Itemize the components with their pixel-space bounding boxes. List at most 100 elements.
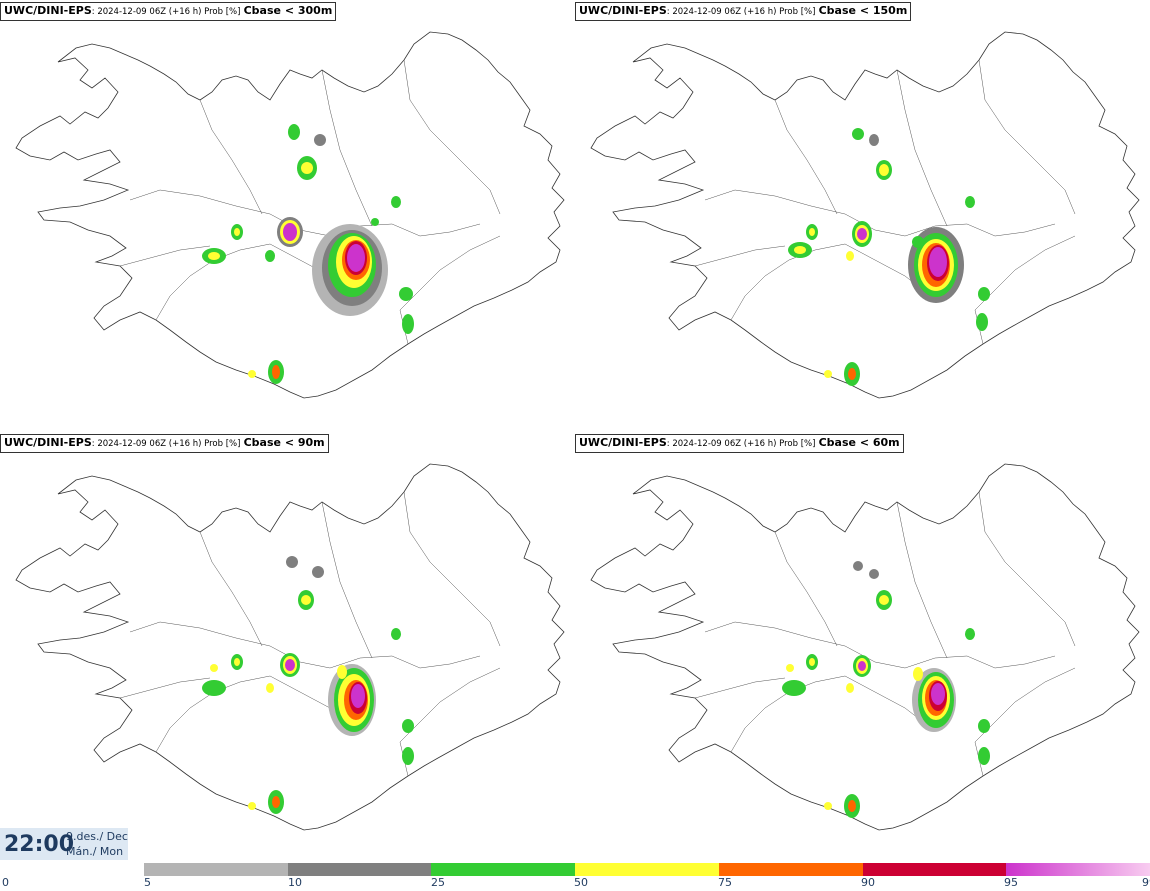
region-border — [974, 235, 1076, 345]
coastline — [590, 31, 1140, 399]
probability-area — [371, 218, 379, 226]
probability-area — [846, 683, 854, 693]
legend-tick-label: 90 — [861, 876, 875, 889]
legend-tick-label: 50 — [574, 876, 588, 889]
region-border — [974, 667, 1076, 777]
legend-tick-label: 75 — [718, 876, 732, 889]
valid-day: Mán./ Mon — [66, 845, 124, 858]
probability-area — [399, 287, 413, 301]
probability-area — [272, 365, 280, 379]
region-border — [399, 235, 501, 345]
region-border — [774, 99, 838, 215]
probability-area — [391, 196, 401, 208]
probability-area — [202, 680, 226, 696]
coastline — [590, 463, 1140, 831]
probability-area — [879, 164, 889, 176]
region-border — [978, 491, 1076, 647]
region-border — [403, 491, 501, 647]
probability-area — [786, 664, 794, 672]
region-border — [694, 677, 786, 699]
region-border — [321, 69, 373, 227]
region-border — [129, 189, 481, 237]
probability-area — [283, 223, 297, 241]
region-border — [774, 531, 838, 647]
probability-area — [312, 566, 324, 578]
panel-title: UWC/DINI-EPS: 2024-12-09 06Z (+16 h) Pro… — [575, 2, 912, 21]
color-legend — [144, 863, 1150, 876]
probability-area — [272, 796, 280, 808]
probability-area — [210, 664, 218, 672]
region-border — [321, 501, 373, 659]
probability-area — [391, 628, 401, 640]
region-border — [704, 621, 1056, 669]
probability-area — [965, 196, 975, 208]
probability-area — [288, 124, 300, 140]
iceland-map — [590, 463, 1140, 831]
region-border — [399, 667, 501, 777]
region-border — [199, 531, 263, 647]
probability-area — [858, 661, 866, 671]
panel-title: UWC/DINI-EPS: 2024-12-09 06Z (+16 h) Pro… — [575, 434, 904, 453]
probability-area — [402, 747, 414, 765]
probability-area — [794, 246, 806, 254]
probability-area — [285, 659, 295, 671]
legend-bin — [1006, 863, 1150, 876]
legend-tick-label: 99 — [1142, 876, 1150, 889]
panel-title: UWC/DINI-EPS: 2024-12-09 06Z (+16 h) Pro… — [0, 2, 337, 21]
legend-bin — [718, 863, 864, 876]
probability-area — [869, 569, 879, 579]
legend-tick-label: 25 — [431, 876, 445, 889]
region-border — [119, 245, 211, 267]
region-border — [704, 189, 1056, 237]
probability-area — [965, 628, 975, 640]
legend-bin — [144, 863, 289, 876]
panel-title: UWC/DINI-EPS: 2024-12-09 06Z (+16 h) Pro… — [0, 434, 329, 453]
probability-area — [265, 250, 275, 262]
region-border — [978, 59, 1076, 215]
map-panel-cbase-90: UWC/DINI-EPS: 2024-12-09 06Z (+16 h) Pro… — [0, 432, 575, 864]
region-border — [129, 621, 481, 669]
legend-bin — [287, 863, 432, 876]
probability-area — [931, 683, 945, 705]
coastline — [15, 463, 565, 831]
valid-time: 22:00 — [4, 832, 75, 857]
region-border — [199, 99, 263, 215]
probability-area — [879, 595, 889, 605]
legend-tick-label: 0 — [2, 876, 9, 889]
probability-area — [248, 802, 256, 810]
map-panel-cbase-300: UWC/DINI-EPS: 2024-12-09 06Z (+16 h) Pro… — [0, 0, 575, 432]
probability-area — [782, 680, 806, 696]
iceland-map — [590, 31, 1140, 399]
region-border — [155, 675, 357, 753]
probability-area — [978, 747, 990, 765]
region-border — [730, 243, 932, 321]
region-border — [896, 501, 948, 659]
probability-area — [266, 683, 274, 693]
probability-area — [852, 128, 864, 140]
probability-area — [286, 556, 298, 568]
probability-area — [234, 658, 240, 666]
probability-area — [976, 313, 988, 331]
probability-area — [978, 287, 990, 301]
region-border — [730, 675, 932, 753]
probability-area — [248, 370, 256, 378]
legend-tick-label: 5 — [144, 876, 151, 889]
probability-area — [208, 252, 220, 260]
iceland-map — [15, 463, 565, 831]
region-border — [694, 245, 786, 267]
valid-time-box: 22:00 9.des./ Dec Mán./ Mon — [0, 828, 128, 860]
valid-date: 9.des./ Dec — [66, 830, 128, 843]
probability-area — [351, 684, 365, 708]
probability-area — [846, 251, 854, 261]
iceland-map — [15, 31, 565, 399]
probability-area — [301, 162, 313, 174]
probability-area — [869, 134, 879, 146]
probability-area — [848, 368, 856, 380]
probability-area — [853, 561, 863, 571]
probability-area — [824, 370, 832, 378]
probability-area — [809, 658, 815, 666]
legend-bin — [862, 863, 1007, 876]
probability-area — [929, 247, 947, 277]
map-panel-cbase-60: UWC/DINI-EPS: 2024-12-09 06Z (+16 h) Pro… — [575, 432, 1150, 864]
legend-bin — [575, 863, 720, 876]
